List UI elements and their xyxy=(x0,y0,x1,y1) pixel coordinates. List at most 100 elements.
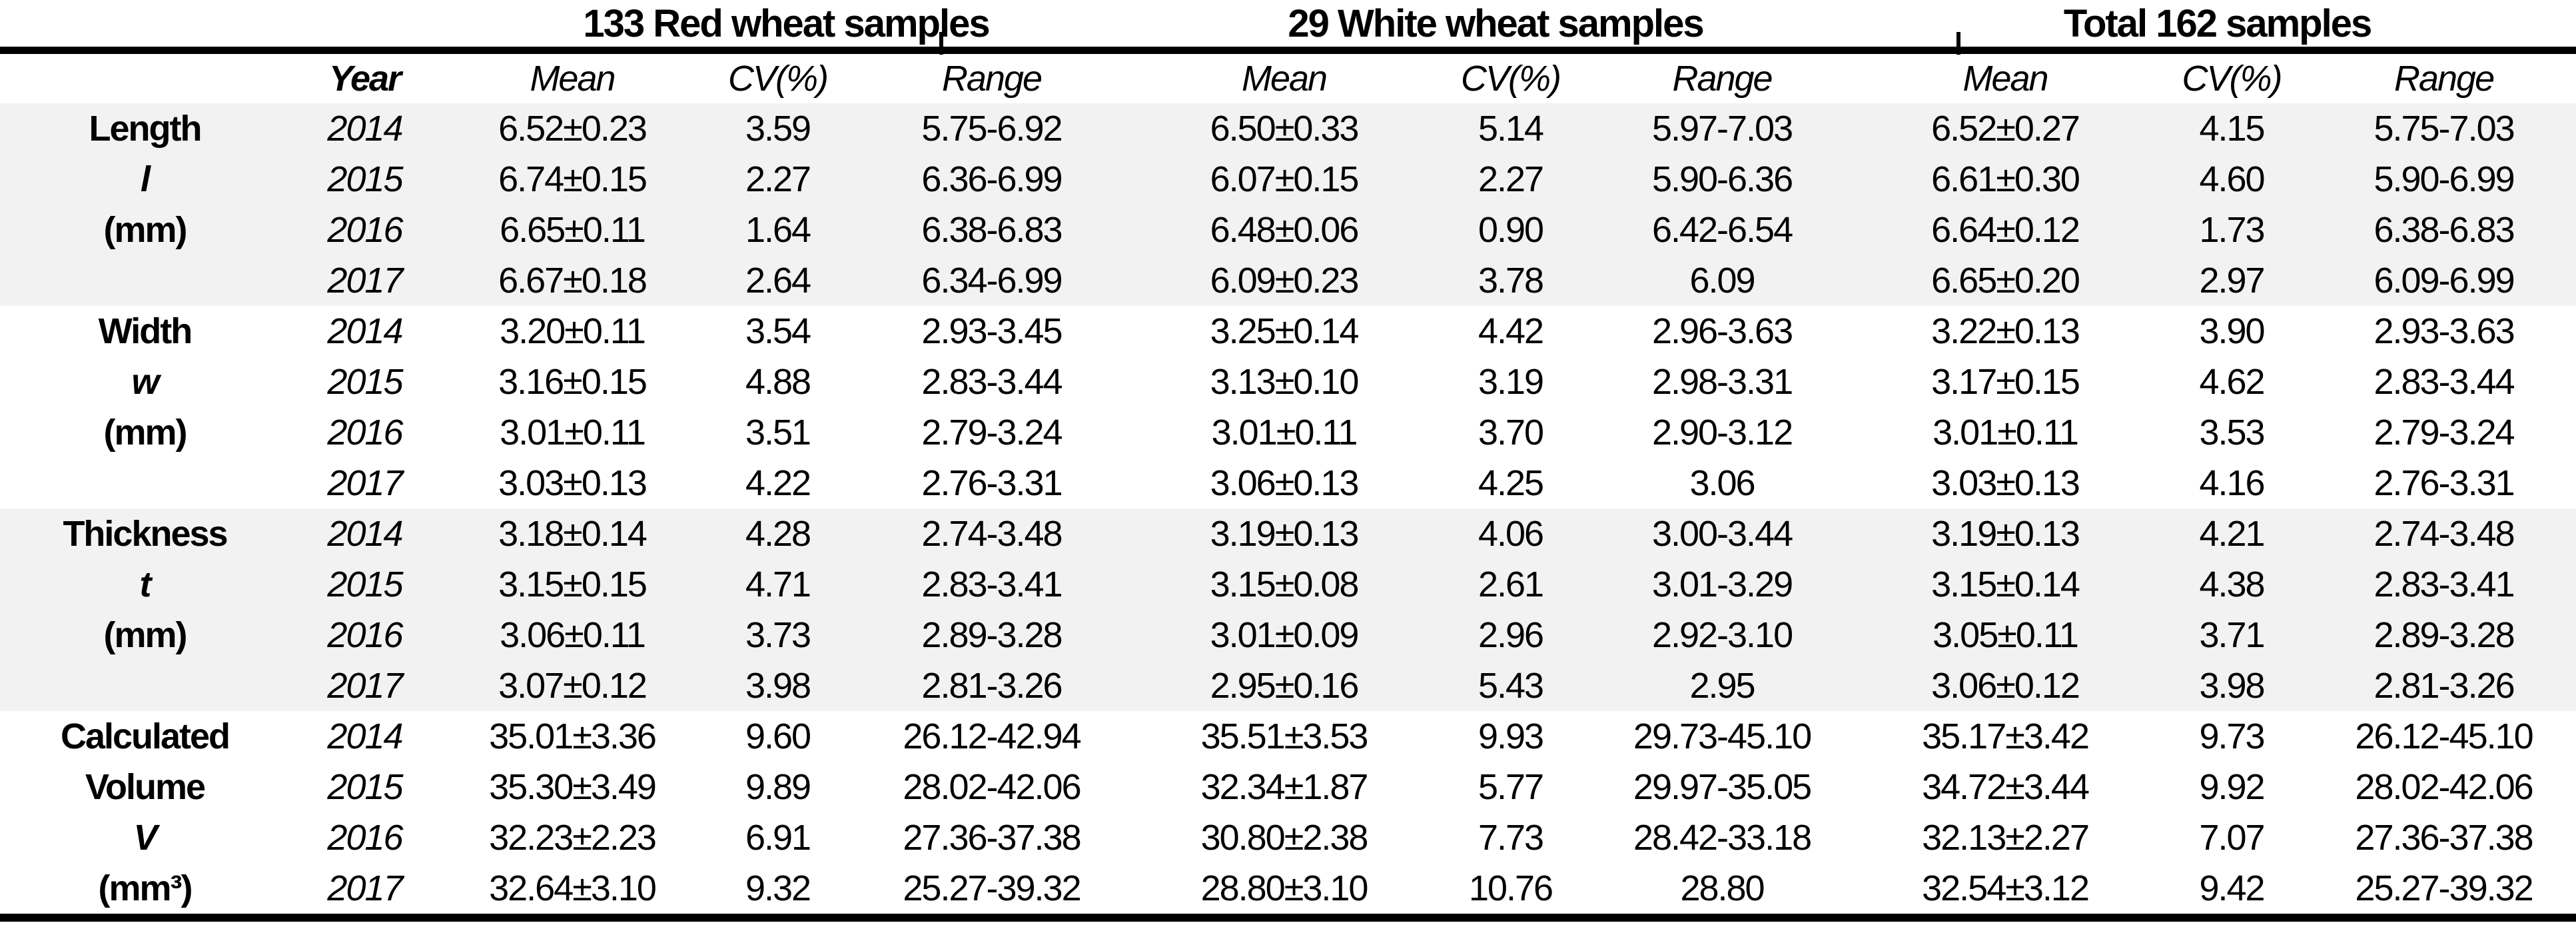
cell-total-range: 5.90-6.99 xyxy=(2312,154,2576,205)
cell-year: 2015 xyxy=(327,767,403,807)
cell-red-range: 27.36-37.38 xyxy=(903,818,1081,858)
table-row: Volume 2015 35.30±3.49 9.89 28.02-42.06 … xyxy=(0,762,2576,812)
volume-block: Calculated 2014 35.01±3.36 9.60 26.12-42… xyxy=(0,711,2576,922)
cell-total-cv: 4.15 xyxy=(2152,103,2312,154)
cell-red-range: 6.36-6.99 xyxy=(851,154,1133,205)
thickness-block: Thickness 2014 3.18±0.14 4.28 2.74-3.48 … xyxy=(0,508,2576,711)
cell-total-mean: 34.72±3.44 xyxy=(1922,767,2090,807)
cell-white-cv: 5.77 xyxy=(1478,767,1544,807)
cell-year: 2017 xyxy=(290,660,440,711)
cell-total-mean: 3.15±0.14 xyxy=(1859,559,2152,610)
row-label: Length xyxy=(0,103,290,154)
cell-white-mean: 6.09±0.23 xyxy=(1132,255,1436,306)
group-header-spacer xyxy=(0,0,440,54)
cell-red-mean: 3.15±0.15 xyxy=(440,559,705,610)
row-label: (mm³) xyxy=(0,863,290,922)
cell-total-range: 2.93-3.63 xyxy=(2373,311,2515,351)
cell-white-range: 5.97-7.03 xyxy=(1585,103,1859,154)
cell-red-mean: 6.74±0.15 xyxy=(440,154,705,205)
cell-white-range: 3.00-3.44 xyxy=(1585,508,1859,559)
cell-year: 2014 xyxy=(290,508,440,559)
cell-total-range: 5.75-7.03 xyxy=(2312,103,2576,154)
cell-red-range: 2.83-3.41 xyxy=(851,559,1133,610)
cell-white-cv: 9.93 xyxy=(1478,716,1544,756)
cell-year: 2015 xyxy=(290,154,440,205)
table-row: V 2016 32.23±2.23 6.91 27.36-37.38 30.80… xyxy=(0,812,2576,863)
cell-white-range: 2.96-3.63 xyxy=(1651,311,1793,351)
cell-white-cv: 5.43 xyxy=(1436,660,1586,711)
cell-red-range: 2.93-3.45 xyxy=(921,311,1063,351)
table-row: (mm) 2016 6.65±0.11 1.64 6.38-6.83 6.48±… xyxy=(0,205,2576,255)
row-label: t xyxy=(0,559,290,610)
column-header-red-cv: CV(%) xyxy=(728,59,829,99)
cell-white-cv: 5.14 xyxy=(1436,103,1586,154)
table-row: w 2015 3.16±0.15 4.88 2.83-3.44 3.13±0.1… xyxy=(0,357,2576,407)
cell-red-cv: 2.64 xyxy=(705,255,851,306)
cell-red-range: 2.76-3.31 xyxy=(921,463,1063,503)
column-header-total-cv: CV(%) xyxy=(2182,59,2283,99)
cell-total-cv: 9.92 xyxy=(2199,767,2265,807)
cell-red-cv: 3.98 xyxy=(705,660,851,711)
column-header-red-range: Range xyxy=(941,59,1043,99)
cell-total-range: 27.36-37.38 xyxy=(2355,818,2533,858)
cell-white-range: 6.09 xyxy=(1585,255,1859,306)
cell-year: 2017 xyxy=(327,463,403,503)
cell-red-mean: 35.01±3.36 xyxy=(489,716,657,756)
cell-red-cv: 4.22 xyxy=(745,463,811,503)
table-row: (mm³) 2017 32.64±3.10 9.32 25.27-39.32 2… xyxy=(0,863,2576,922)
cell-total-mean: 3.01±0.11 xyxy=(1932,413,2079,453)
row-label: Thickness xyxy=(0,508,290,559)
cell-red-mean: 6.65±0.11 xyxy=(440,205,705,255)
cell-total-cv: 4.38 xyxy=(2152,559,2312,610)
cell-white-cv: 2.61 xyxy=(1436,559,1586,610)
row-label: Calculated xyxy=(60,716,230,756)
cell-red-cv: 3.51 xyxy=(745,413,811,453)
cell-total-range: 2.81-3.26 xyxy=(2312,660,2576,711)
column-header-white-cv: CV(%) xyxy=(1461,59,1561,99)
table-row: Width 2014 3.20±0.11 3.54 2.93-3.45 3.25… xyxy=(0,306,2576,357)
cell-total-mean: 32.54±3.12 xyxy=(1859,863,2152,922)
cell-total-range: 2.89-3.28 xyxy=(2312,610,2576,660)
table-row: 2017 6.67±0.18 2.64 6.34-6.99 6.09±0.23 … xyxy=(0,255,2576,306)
cell-total-range: 26.12-45.10 xyxy=(2355,716,2533,756)
cell-white-mean: 3.19±0.13 xyxy=(1132,508,1436,559)
group-divider-tick xyxy=(939,32,943,55)
table-row: 2017 3.07±0.12 3.98 2.81-3.26 2.95±0.16 … xyxy=(0,660,2576,711)
cell-white-cv: 4.42 xyxy=(1478,311,1544,351)
cell-red-range: 26.12-42.94 xyxy=(903,716,1081,756)
cell-red-cv: 1.64 xyxy=(705,205,851,255)
cell-white-cv: 2.96 xyxy=(1436,610,1586,660)
cell-white-cv: 4.06 xyxy=(1436,508,1586,559)
cell-white-mean: 3.15±0.08 xyxy=(1132,559,1436,610)
cell-white-mean: 3.06±0.13 xyxy=(1210,463,1360,503)
cell-red-cv: 6.91 xyxy=(745,818,811,858)
cell-total-range: 2.79-3.24 xyxy=(2373,413,2515,453)
cell-white-range: 2.95 xyxy=(1585,660,1859,711)
table-row: (mm) 2016 3.06±0.11 3.73 2.89-3.28 3.01±… xyxy=(0,610,2576,660)
cell-white-range: 29.97-35.05 xyxy=(1633,767,1812,807)
cell-total-cv: 3.98 xyxy=(2152,660,2312,711)
cell-red-mean: 3.06±0.11 xyxy=(440,610,705,660)
row-label xyxy=(0,660,290,711)
cell-total-cv: 4.60 xyxy=(2152,154,2312,205)
table-row: Thickness 2014 3.18±0.14 4.28 2.74-3.48 … xyxy=(0,508,2576,559)
cell-year: 2016 xyxy=(290,205,440,255)
cell-year: 2015 xyxy=(290,559,440,610)
cell-red-range: 28.02-42.06 xyxy=(903,767,1081,807)
cell-total-cv: 4.16 xyxy=(2199,463,2265,503)
cell-red-cv: 4.88 xyxy=(745,362,811,402)
length-block: Length 2014 6.52±0.23 3.59 5.75-6.92 6.5… xyxy=(0,103,2576,306)
cell-total-range: 6.38-6.83 xyxy=(2312,205,2576,255)
group-header-row: 133 Red wheat samples 29 White wheat sam… xyxy=(0,0,2576,54)
cell-red-mean: 3.16±0.15 xyxy=(498,362,647,402)
cell-white-mean: 3.25±0.14 xyxy=(1210,311,1360,351)
cell-white-cv: 7.73 xyxy=(1478,818,1544,858)
cell-white-range: 3.01-3.29 xyxy=(1585,559,1859,610)
cell-white-range: 2.98-3.31 xyxy=(1651,362,1793,402)
group-header-white-wheat: 29 White wheat samples xyxy=(1132,0,1859,54)
cell-total-range: 2.76-3.31 xyxy=(2373,463,2515,503)
cell-red-mean: 3.20±0.11 xyxy=(500,311,646,351)
row-label: (mm) xyxy=(0,610,290,660)
cell-white-mean: 6.07±0.15 xyxy=(1132,154,1436,205)
